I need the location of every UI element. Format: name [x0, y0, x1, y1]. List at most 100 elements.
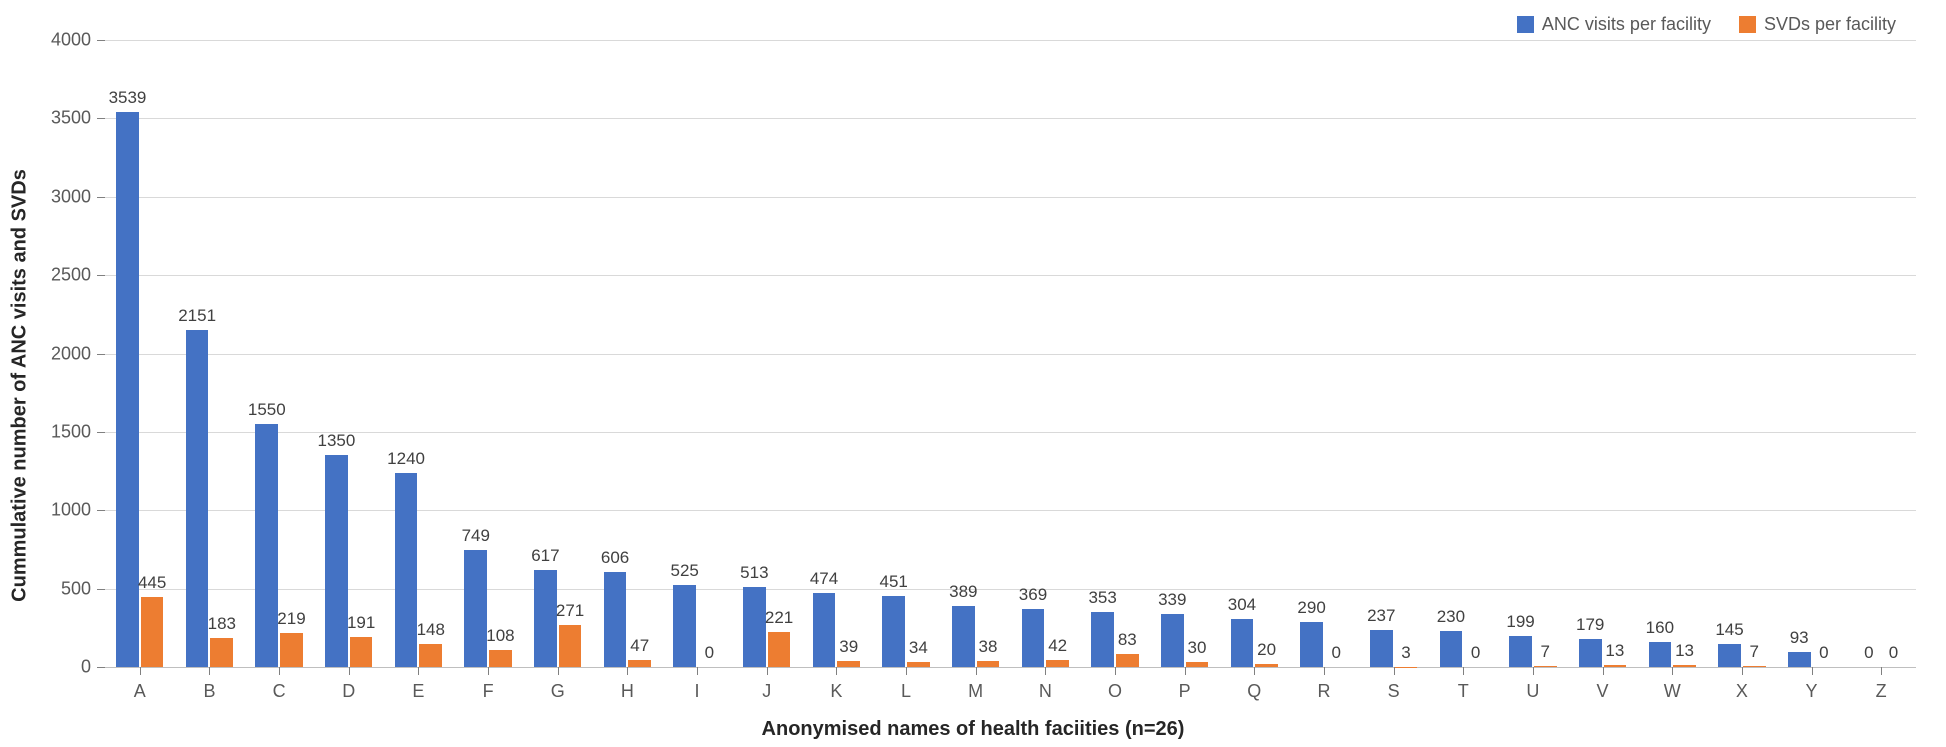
x-tick-label: Y [1806, 681, 1818, 702]
bar-value-label: 7 [1749, 642, 1758, 662]
gridline [105, 197, 1916, 198]
legend-label: ANC visits per facility [1542, 14, 1711, 35]
bar-value-label: 290 [1297, 598, 1325, 618]
legend-item: ANC visits per facility [1517, 14, 1711, 35]
bar-value-label: 145 [1715, 620, 1743, 640]
bar-value-label: 47 [630, 636, 649, 656]
x-tick-label: I [695, 681, 700, 702]
legend-swatch [1517, 16, 1534, 33]
bar-value-label: 3 [1401, 643, 1410, 663]
y-tick-label: 1000 [51, 500, 91, 521]
y-tick-label: 500 [61, 578, 91, 599]
gridline [105, 589, 1916, 590]
bar-series-2 [280, 633, 303, 667]
bar-series-2 [907, 662, 930, 667]
bar-value-label: 1350 [318, 431, 356, 451]
gridline [105, 40, 1916, 41]
bar-value-label: 606 [601, 548, 629, 568]
bar-value-label: 0 [1819, 643, 1828, 663]
bar-value-label: 20 [1257, 640, 1276, 660]
y-tick-label: 3000 [51, 186, 91, 207]
bar-series-1 [186, 330, 209, 667]
bar-series-1 [1161, 614, 1184, 667]
bar-value-label: 369 [1019, 585, 1047, 605]
bar-value-label: 389 [949, 582, 977, 602]
x-tick-label: O [1108, 681, 1122, 702]
bar-series-2 [768, 632, 791, 667]
bar-series-1 [1091, 612, 1114, 667]
bar-value-label: 445 [138, 573, 166, 593]
bar-value-label: 271 [556, 601, 584, 621]
bar-series-2 [141, 597, 164, 667]
bar-series-1 [882, 596, 905, 667]
x-tick-label: T [1458, 681, 1469, 702]
bar-series-1 [255, 424, 278, 667]
legend-item: SVDs per facility [1739, 14, 1896, 35]
bar-value-label: 525 [671, 561, 699, 581]
bar-series-1 [604, 572, 627, 667]
bar-value-label: 183 [208, 614, 236, 634]
bar-value-label: 474 [810, 569, 838, 589]
y-tick-mark [97, 275, 105, 276]
bar-series-1 [1718, 644, 1741, 667]
gridline [105, 118, 1916, 119]
bar-series-2 [489, 650, 512, 667]
bar-series-1 [813, 593, 836, 667]
bar-value-label: 38 [979, 637, 998, 657]
x-tick-label: N [1039, 681, 1052, 702]
x-tick-label: W [1664, 681, 1681, 702]
bar-series-2 [559, 625, 582, 667]
x-tick-label: Z [1876, 681, 1887, 702]
x-tick-label: J [762, 681, 771, 702]
bar-series-2 [1743, 666, 1766, 667]
bar-series-2 [1673, 665, 1696, 667]
x-tick-mark [1812, 667, 1813, 675]
x-tick-label: S [1388, 681, 1400, 702]
bar-series-2 [1534, 666, 1557, 667]
bar-series-2 [837, 661, 860, 667]
bar-series-1 [1022, 609, 1045, 667]
bar-series-1 [1509, 636, 1532, 667]
x-tick-label: D [342, 681, 355, 702]
bar-series-2 [210, 638, 233, 667]
x-tick-label: X [1736, 681, 1748, 702]
y-tick-mark [97, 354, 105, 355]
x-tick-label: F [483, 681, 494, 702]
bar-value-label: 148 [417, 620, 445, 640]
legend: ANC visits per facility SVDs per facility [1517, 14, 1896, 35]
bar-value-label: 108 [486, 626, 514, 646]
bar-value-label: 199 [1506, 612, 1534, 632]
x-tick-mark [418, 667, 419, 675]
y-tick-mark [97, 118, 105, 119]
bar-series-1 [325, 455, 348, 667]
bar-series-1 [1231, 619, 1254, 667]
bar-series-2 [419, 644, 442, 667]
bar-value-label: 93 [1790, 628, 1809, 648]
x-tick-label: A [134, 681, 146, 702]
x-tick-mark [1185, 667, 1186, 675]
x-tick-label: C [273, 681, 286, 702]
bar-value-label: 13 [1675, 641, 1694, 661]
bar-value-label: 7 [1541, 642, 1550, 662]
bar-value-label: 191 [347, 613, 375, 633]
x-tick-mark [976, 667, 977, 675]
bar-value-label: 42 [1048, 636, 1067, 656]
bar-value-label: 304 [1228, 595, 1256, 615]
x-tick-label: L [901, 681, 911, 702]
bar-series-1 [1579, 639, 1602, 667]
bar-series-2 [1604, 665, 1627, 667]
x-tick-mark [1115, 667, 1116, 675]
x-tick-mark [836, 667, 837, 675]
bar-value-label: 83 [1118, 630, 1137, 650]
y-tick-label: 4000 [51, 30, 91, 51]
bar-value-label: 513 [740, 563, 768, 583]
bar-value-label: 221 [765, 608, 793, 628]
x-tick-label: U [1526, 681, 1539, 702]
y-tick-label: 2500 [51, 265, 91, 286]
bar-value-label: 451 [879, 572, 907, 592]
bar-value-label: 34 [909, 638, 928, 658]
x-tick-mark [767, 667, 768, 675]
chart-container: Cummulative number of ANC visits and SVD… [0, 0, 1946, 747]
bar-value-label: 219 [277, 609, 305, 629]
x-tick-mark [279, 667, 280, 675]
